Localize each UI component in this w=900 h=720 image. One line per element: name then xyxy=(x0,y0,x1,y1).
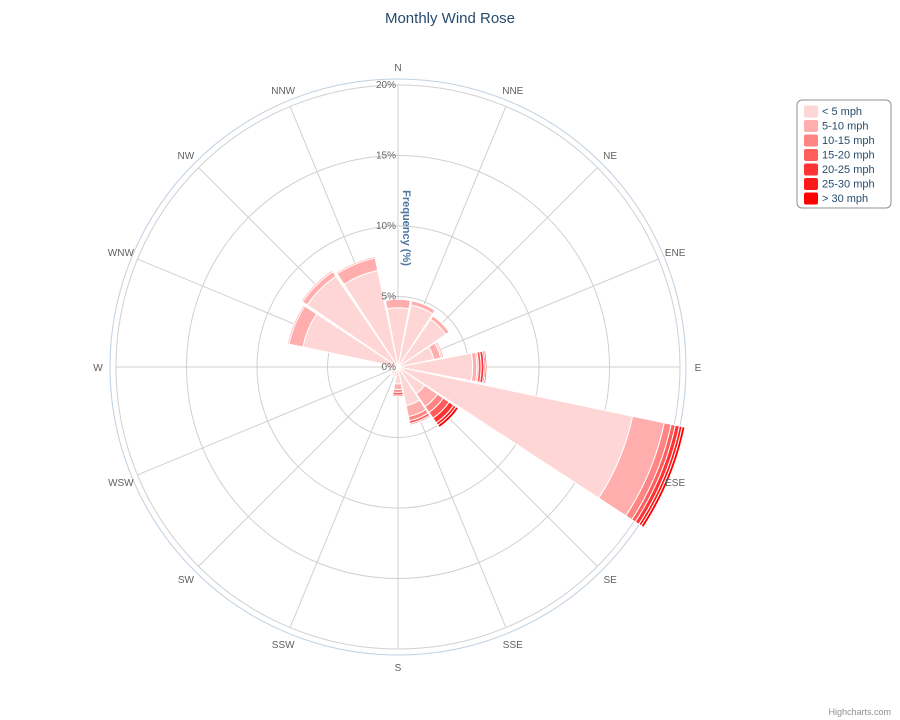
legend-item[interactable]: 15-20 mph xyxy=(822,150,875,162)
legend-swatch xyxy=(804,134,818,147)
y-tick-label: 10% xyxy=(376,221,396,232)
direction-label: SW xyxy=(178,575,195,586)
wind-rose-bar-segment[interactable] xyxy=(287,304,306,345)
direction-label: SSW xyxy=(272,640,295,651)
direction-label: SE xyxy=(603,575,617,586)
direction-label: NW xyxy=(178,151,195,162)
y-tick-label: 5% xyxy=(382,292,397,303)
wind-rose-bar-segment[interactable] xyxy=(300,269,334,303)
direction-label: ENE xyxy=(665,248,686,259)
wind-rose-bar-segment[interactable] xyxy=(410,300,436,315)
direction-label: E xyxy=(695,363,702,374)
legend-swatch xyxy=(804,105,818,118)
direction-label: WSW xyxy=(108,478,134,489)
series-bars xyxy=(287,256,686,529)
direction-label: ESE xyxy=(665,478,685,489)
legend: < 5 mph 5-10 mph 10-15 mph 15-20 mph 20-25 m… xyxy=(796,99,892,209)
wind-rose-bar-segment[interactable] xyxy=(437,406,460,429)
wind-rose-bar-segment[interactable] xyxy=(391,394,405,398)
legend-item[interactable]: < 5 mph xyxy=(822,106,862,118)
direction-label: NNE xyxy=(502,86,523,97)
legend-box xyxy=(796,99,892,209)
legend-swatch xyxy=(804,178,818,190)
grid-spoke xyxy=(198,366,399,567)
y-tick-label: 15% xyxy=(376,151,396,162)
direction-label: NNW xyxy=(271,86,295,97)
wind-rose-bar-segment[interactable] xyxy=(397,366,634,499)
direction-label: NE xyxy=(603,151,617,162)
legend-item[interactable]: 20-25 mph xyxy=(822,164,875,176)
wind-rose-bar-segment[interactable] xyxy=(640,426,686,529)
wind-rose-bar-segment[interactable] xyxy=(393,383,403,391)
direction-label: N xyxy=(394,63,401,74)
wind-rose-bar-segment[interactable] xyxy=(388,371,394,377)
legend-item[interactable]: 5-10 mph xyxy=(822,121,868,133)
direction-label: WNW xyxy=(108,248,135,259)
direction-label: S xyxy=(395,663,402,674)
outer-axis-ring xyxy=(109,78,687,656)
y-axis-title: Frequency (%) xyxy=(400,190,412,266)
legend-swatch xyxy=(804,149,818,161)
credits-link[interactable]: Highcharts.com xyxy=(828,707,891,717)
y-tick-label: 0% xyxy=(382,362,397,373)
wind-rose-bar-segment[interactable] xyxy=(409,414,432,426)
legend-item[interactable]: > 30 mph xyxy=(822,193,868,205)
direction-label: W xyxy=(93,363,103,374)
wind-rose-bar-segment[interactable] xyxy=(435,340,445,359)
grid-spoke xyxy=(289,366,399,628)
axis-labels: N NNE NE ENE E ESE SE SSE S SSW SW WSW W WNW NW NNW 0% 5%… xyxy=(93,63,701,674)
legend-swatch xyxy=(804,120,818,132)
legend-swatch xyxy=(804,163,818,176)
legend-swatch xyxy=(804,192,818,205)
wind-rose-bar-segment[interactable] xyxy=(384,298,412,310)
legend-item[interactable]: 25-30 mph xyxy=(822,179,875,191)
wind-rose-bar-segment[interactable] xyxy=(432,314,451,333)
y-tick-label: 20% xyxy=(376,80,396,91)
wind-rose-bar-segment[interactable] xyxy=(335,256,376,275)
wind-rose-bar-segment[interactable] xyxy=(483,349,488,385)
chart-title: Monthly Wind Rose xyxy=(385,10,515,27)
legend-item[interactable]: 10-15 mph xyxy=(822,135,875,147)
direction-label: SSE xyxy=(503,640,523,651)
grid-spoke xyxy=(137,366,399,476)
